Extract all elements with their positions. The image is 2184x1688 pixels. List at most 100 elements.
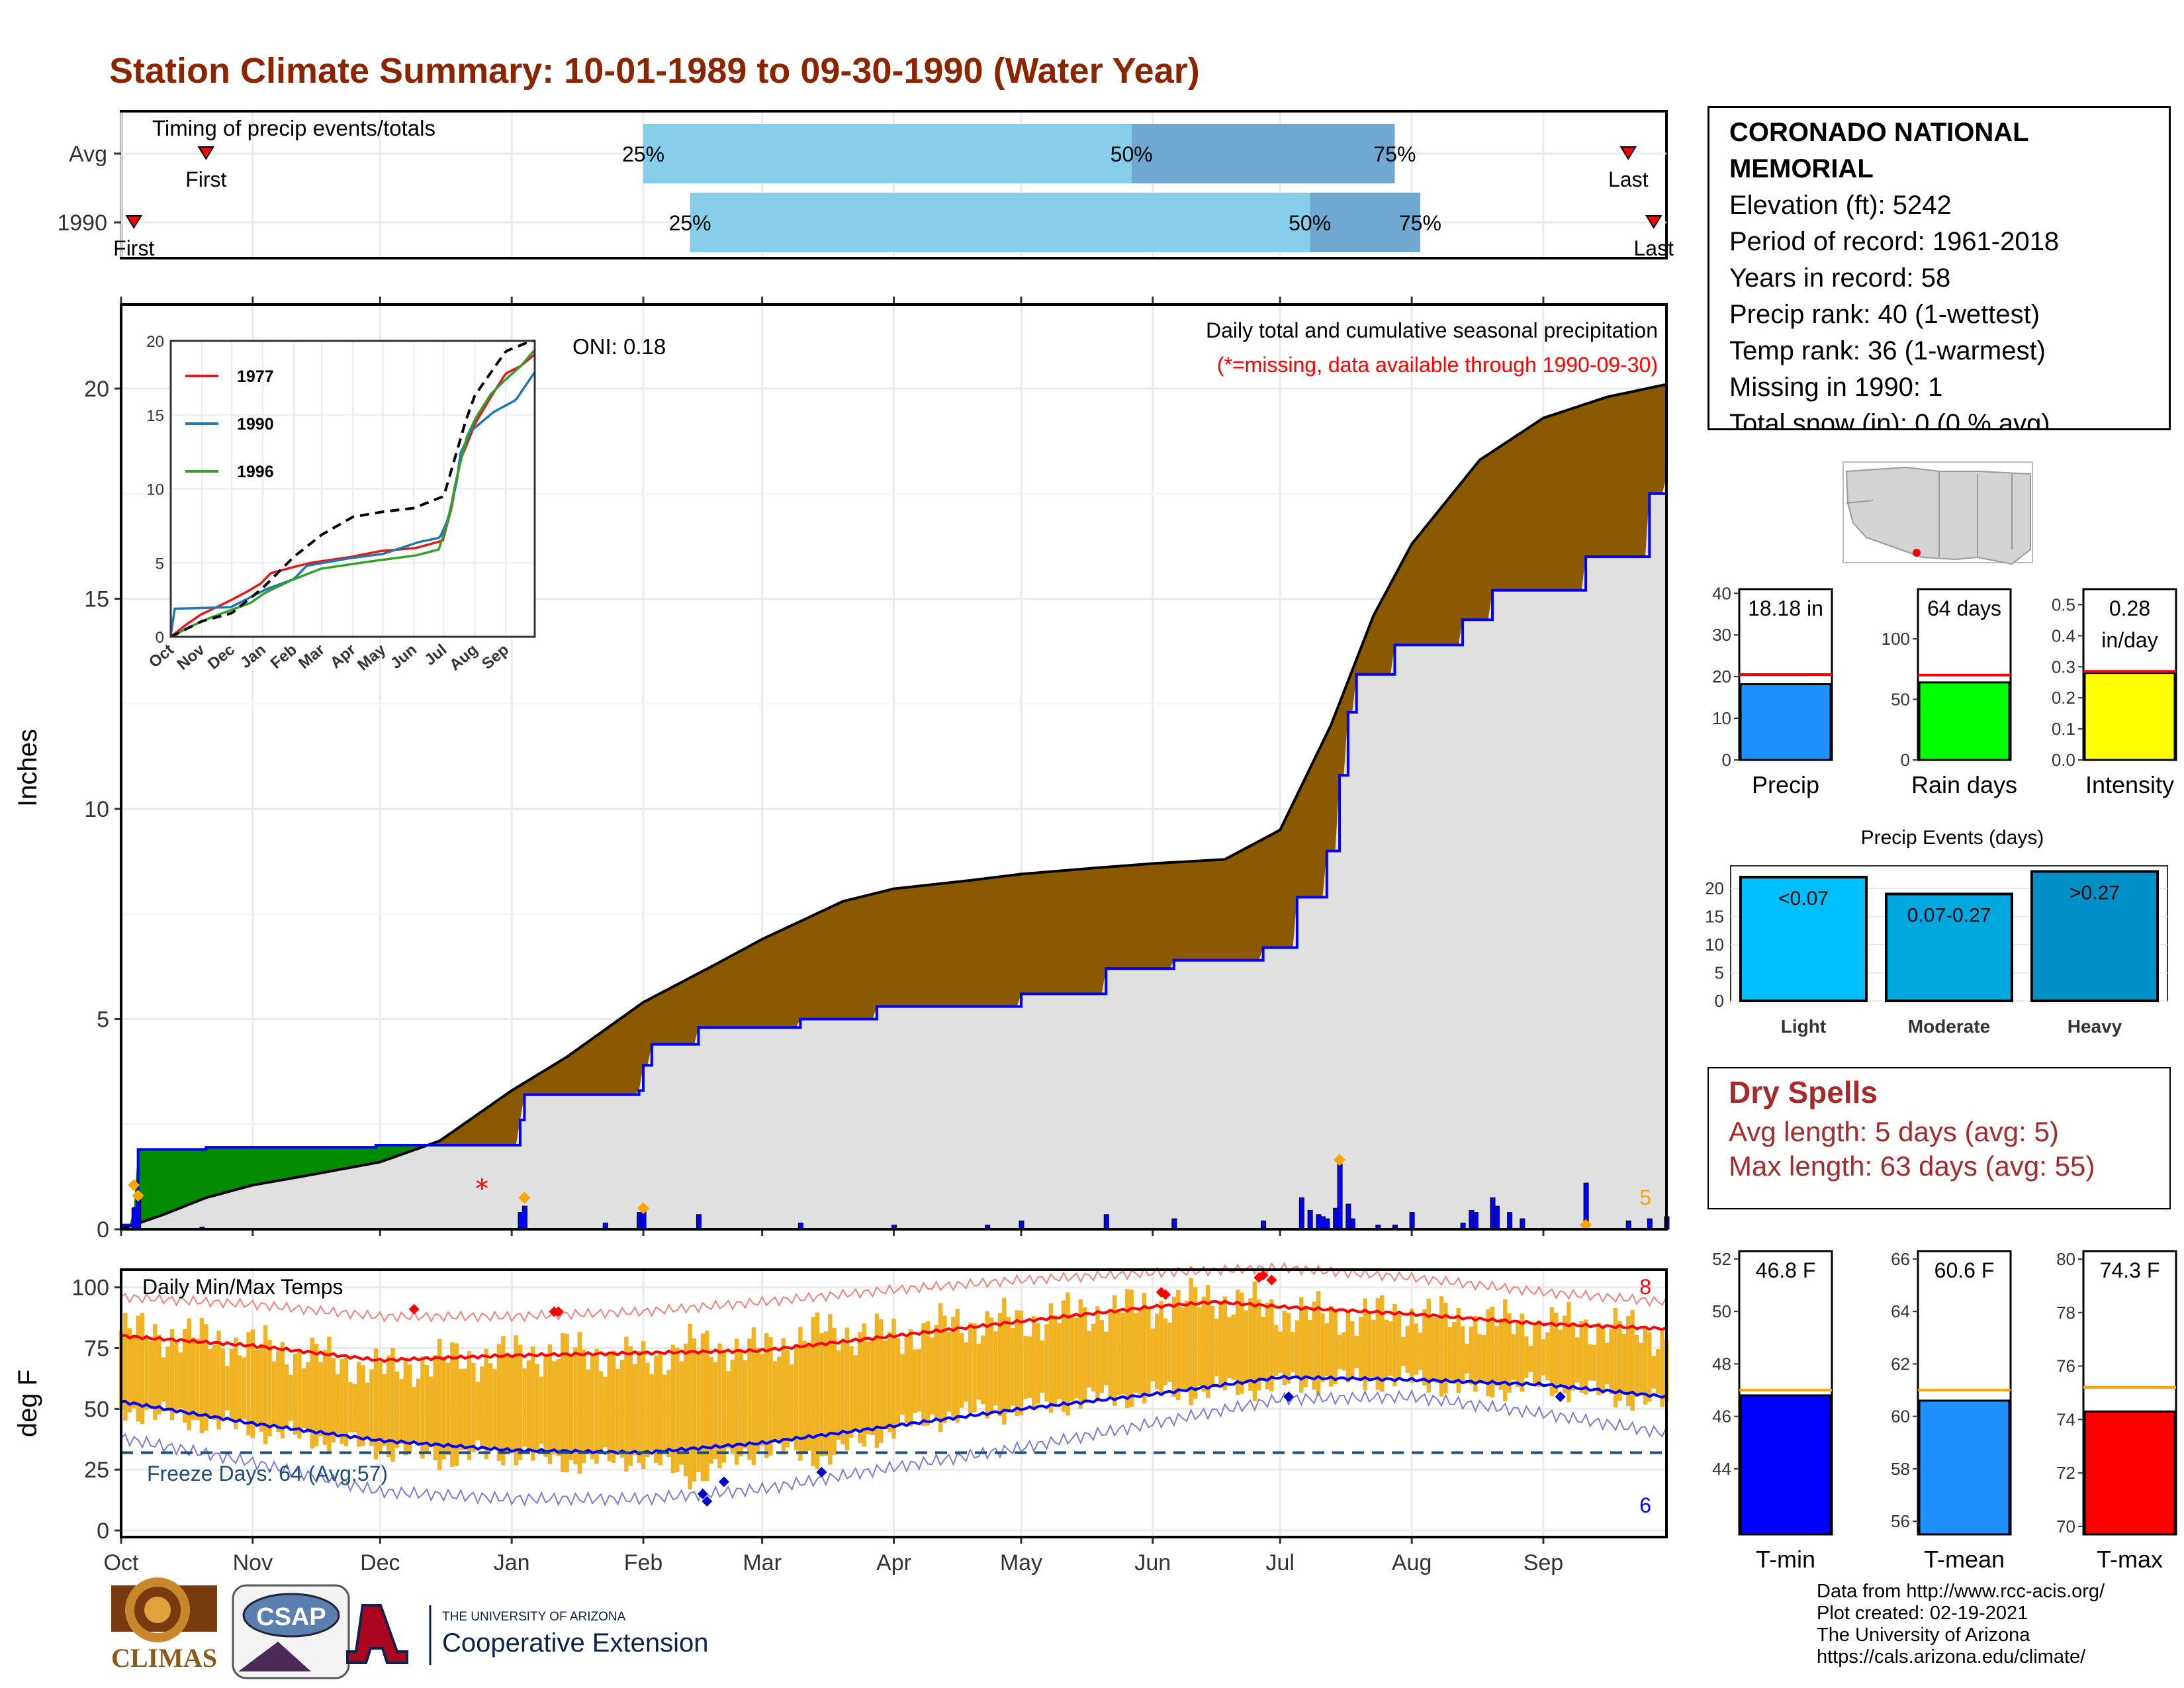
month-label: Dec: [360, 1550, 400, 1575]
temp-ylabel: deg F: [13, 1370, 42, 1437]
summary-bar-category: Intensity: [2085, 771, 2174, 798]
station-snow: Total snow (in): 0 (0 % avg): [1729, 409, 2050, 430]
record-high-marker: [1257, 1270, 1269, 1281]
daily-temp-range-bar: [1575, 1337, 1580, 1383]
daily-temp-range-bar: [921, 1323, 926, 1426]
daily-temp-range-bar: [934, 1325, 938, 1421]
daily-temp-range-bar: [1329, 1305, 1334, 1387]
summary-bar-tick-label: 20: [1712, 667, 1731, 686]
daily-temp-range-bar: [191, 1337, 196, 1420]
daily-temp-range-bar: [148, 1340, 154, 1409]
month-label: Jan: [494, 1550, 530, 1575]
inset-y-tick-label: 5: [156, 555, 164, 573]
summary-bar-tick-label: 10: [1712, 708, 1731, 728]
events-bar-label: >0.27: [2070, 882, 2120, 904]
daily-temp-range-bar: [1006, 1317, 1011, 1413]
daily-precip-bar: [696, 1214, 702, 1230]
daily-temp-range-bar: [743, 1360, 748, 1449]
daily-temp-range-bar: [908, 1329, 913, 1427]
summary-bar-tick-label: 56: [1891, 1511, 1910, 1531]
daily-temp-range-bar: [1481, 1335, 1486, 1382]
record-min-line: [120, 1389, 1667, 1507]
daily-temp-range-bar: [913, 1349, 917, 1413]
daily-temp-range-bar: [1312, 1301, 1316, 1390]
summary-bar-value-label: 74.3 F: [2100, 1258, 2160, 1282]
daily-temp-range-bar: [394, 1372, 400, 1448]
daily-temp-range-bar: [981, 1335, 985, 1405]
daily-temp-range-bar: [276, 1350, 281, 1432]
precip-y-tick-label: 0: [97, 1217, 109, 1243]
daily-temp-range-bar: [1286, 1313, 1291, 1384]
daily-precip-bar: [1520, 1218, 1525, 1230]
daily-temp-range-bar: [1426, 1298, 1431, 1393]
daily-temp-range-bar: [424, 1364, 430, 1454]
below-average-band: [431, 384, 1666, 1145]
daily-temp-range-bar: [709, 1356, 713, 1464]
daily-precip-bar: [136, 1199, 142, 1230]
timing-bar-50-75: [1131, 124, 1395, 183]
daily-temp-range-bar: [1473, 1315, 1478, 1392]
daily-temp-range-bar: [1066, 1292, 1070, 1416]
daily-temp-range-bar: [887, 1332, 892, 1432]
daily-temp-range-bar: [234, 1337, 238, 1430]
daily-temp-range-bar: [841, 1340, 845, 1444]
daily-temp-range-bar: [590, 1356, 595, 1460]
record-low-marker: [718, 1476, 729, 1487]
daily-temp-range-bar: [1248, 1298, 1253, 1391]
daily-temp-range-bar: [1422, 1309, 1427, 1385]
daily-temp-range-bar: [1558, 1329, 1563, 1384]
daily-temp-range-bar: [1554, 1312, 1559, 1394]
summary-bar-tick-label: 30: [1712, 625, 1731, 645]
daily-temp-range-bar: [547, 1344, 553, 1464]
daily-temp-range-bar: [161, 1357, 166, 1402]
daily-temp-range-bar: [760, 1353, 764, 1446]
daily-temp-range-bar: [1150, 1328, 1156, 1382]
daily-temp-range-bar: [403, 1360, 408, 1456]
summary-bar-tick-label: 72: [2056, 1463, 2075, 1483]
precip-events-title: Precip Events (days): [1861, 827, 2044, 849]
ua-logo-bottom: Cooperative Extension: [442, 1628, 708, 1658]
daily-temp-range-bar: [1520, 1313, 1525, 1392]
last-event-marker: [1619, 146, 1637, 160]
daily-temp-range-bar: [458, 1368, 463, 1450]
daily-temp-range-bar: [582, 1349, 586, 1464]
daily-temp-range-bar: [153, 1324, 158, 1420]
daily-temp-range-bar: [1647, 1332, 1652, 1402]
daily-temp-range-bar: [679, 1361, 684, 1465]
daily-temp-range-bar: [768, 1336, 773, 1456]
location-map: [1843, 461, 2033, 565]
daily-temp-range-bar: [412, 1386, 416, 1440]
daily-temp-range-bar: [123, 1313, 128, 1421]
daily-temp-range-bar: [1171, 1296, 1177, 1397]
daily-temp-range-bar: [535, 1364, 539, 1451]
daily-temp-range-bar: [1099, 1319, 1105, 1393]
daily-temp-range-bar: [1235, 1289, 1240, 1395]
daily-precip-bar: [1409, 1212, 1415, 1230]
month-label: Sep: [1524, 1550, 1564, 1575]
daily-temp-range-bar: [874, 1313, 880, 1448]
last-event-label: Last: [1608, 167, 1649, 191]
record-low-count: 6: [1639, 1493, 1651, 1517]
daily-temp-range-bar: [496, 1344, 502, 1461]
daily-temp-range-bar: [619, 1359, 625, 1458]
credits: Data from http://www.rcc-acis.org/ Plot …: [1817, 1581, 2105, 1668]
daily-temp-range-bar: [1596, 1323, 1601, 1395]
daily-temp-range-bar: [140, 1313, 145, 1425]
daily-temp-range-bar: [1078, 1299, 1083, 1409]
summary-bar-tick-label: 0: [1722, 750, 1731, 770]
extreme-precip-marker: [132, 1190, 144, 1202]
daily-temp-range-bar: [1222, 1296, 1228, 1391]
summary-bar-value-label: 64 days: [1927, 596, 2001, 620]
station-temp-rank: Temp rank: 36 (1-warmest): [1729, 336, 2046, 365]
daily-temp-range-bar: [700, 1333, 705, 1481]
freeze-days-label: Freeze Days: 64 (Avg:57): [147, 1462, 388, 1485]
daily-temp-range-bar: [586, 1369, 590, 1452]
daily-temp-range-bar: [1435, 1317, 1439, 1383]
daily-temp-range-bar: [556, 1359, 561, 1456]
daily-temp-range-bar: [938, 1303, 943, 1432]
summary-bar: [1739, 1394, 1832, 1536]
daily-temp-range-bar: [1613, 1307, 1618, 1408]
daily-temp-range-bar: [883, 1340, 887, 1429]
